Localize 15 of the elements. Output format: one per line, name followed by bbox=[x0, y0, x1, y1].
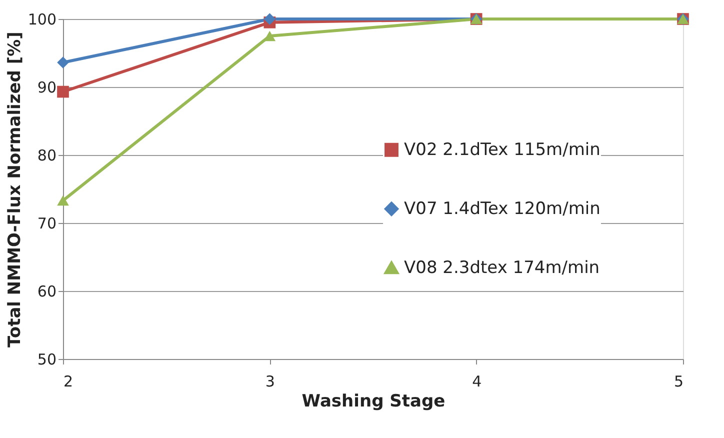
y-axis-title: Total NMMO-Flux Normalized [%] bbox=[4, 32, 25, 348]
legend-label: V08 2.3dtex 174m/min bbox=[404, 258, 600, 278]
x-tick-label: 4 bbox=[472, 372, 482, 390]
y-tick-label: 70 bbox=[37, 214, 56, 232]
y-tick-label: 100 bbox=[28, 10, 56, 28]
y-tick-label: 50 bbox=[37, 350, 56, 368]
x-tick-label: 2 bbox=[64, 372, 74, 390]
y-tick-label: 90 bbox=[37, 78, 56, 96]
legend-label: V07 1.4dTex 120m/min bbox=[404, 198, 600, 219]
y-tick-label: 80 bbox=[37, 146, 56, 164]
x-tick-label: 3 bbox=[265, 372, 275, 390]
y-tick-label: 60 bbox=[37, 282, 56, 300]
x-tick-label: 5 bbox=[674, 372, 684, 390]
x-axis-title: Washing Stage bbox=[302, 392, 446, 412]
legend-label: V02 2.1dTex 115m/min bbox=[404, 140, 600, 160]
